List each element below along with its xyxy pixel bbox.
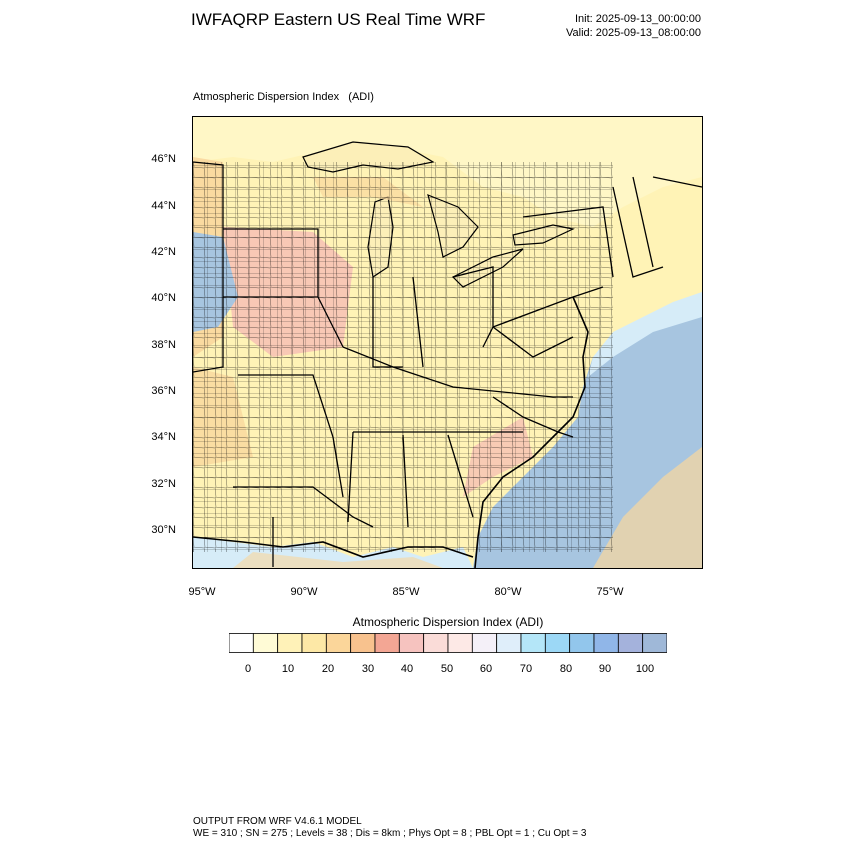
- lat-label: 36°N: [151, 385, 176, 397]
- lat-label: 38°N: [151, 339, 176, 351]
- lat-label: 32°N: [151, 478, 176, 490]
- colorbar-tick-label: 0: [244, 663, 252, 675]
- colorbar-swatch: [350, 633, 376, 653]
- colorbar-swatch: [374, 633, 400, 653]
- east-coastline: [474, 296, 589, 569]
- colorbar-swatch: [471, 633, 498, 653]
- gulf-orange: [233, 552, 443, 568]
- map-panel: [192, 116, 703, 569]
- colorbar-swatch: [398, 633, 425, 653]
- plot-title: Atmospheric Dispersion Index (ADI): [193, 91, 374, 103]
- colorbar-tick-label: 80: [559, 663, 573, 675]
- colorbar-swatch: [325, 633, 352, 653]
- lon-label: 75°W: [596, 586, 624, 598]
- lat-label: 34°N: [151, 431, 176, 443]
- colorbar-tick-label: 60: [479, 663, 493, 675]
- colorbar-swatch: [301, 633, 327, 653]
- county-lines-b: [193, 162, 613, 552]
- lon-label: 90°W: [290, 586, 318, 598]
- colorbar-swatch: [642, 633, 667, 653]
- ocean-orange: [593, 447, 702, 568]
- lon-label: 95°W: [188, 586, 216, 598]
- colorbar-tick-label: 70: [519, 663, 533, 675]
- colorbar-tick-label: 50: [440, 663, 454, 675]
- colorbar-swatch: [447, 633, 473, 653]
- colorbar-swatch: [617, 633, 644, 653]
- colorbar-swatch: [252, 633, 279, 653]
- adi-map: [192, 117, 703, 569]
- colorbar-title: Atmospheric Dispersion Index (ADI): [352, 615, 544, 629]
- page-title: IWFAQRP Eastern US Real Time WRF: [191, 10, 486, 29]
- lat-label: 40°N: [151, 292, 176, 304]
- colorbar-swatch: [520, 633, 546, 653]
- footer-model-line: OUTPUT FROM WRF V4.6.1 MODEL: [193, 816, 362, 827]
- colorbar-tick-label: 20: [321, 663, 335, 675]
- colorbar-tick-label: 30: [361, 663, 375, 675]
- colorbar-swatch: [569, 633, 595, 653]
- lat-label: 46°N: [151, 153, 176, 165]
- lat-label: 44°N: [151, 200, 176, 212]
- colorbar-swatch: [423, 633, 449, 653]
- state-borders: [192, 161, 703, 567]
- colorbar-tick-label: 40: [400, 663, 414, 675]
- colorbar-tick-label: 100: [635, 663, 655, 675]
- valid-time: Valid: 2025-09-13_08:00:00: [566, 27, 701, 39]
- colorbar-swatch: [229, 633, 254, 653]
- ocean-light-band: [588, 292, 702, 377]
- colorbar: [229, 633, 667, 653]
- colorbar-swatch: [544, 633, 571, 653]
- footer-config-line: WE = 310 ; SN = 275 ; Levels = 38 ; Dis …: [193, 828, 587, 839]
- lon-label: 80°W: [494, 586, 522, 598]
- lon-label: 85°W: [392, 586, 420, 598]
- colorbar-swatch: [277, 633, 303, 653]
- colorbar-swatch: [496, 633, 522, 653]
- gulf-coastline: [192, 536, 474, 558]
- colorbar-tick-label: 10: [281, 663, 295, 675]
- lat-label: 30°N: [151, 524, 176, 536]
- colorbar-tick-label: 90: [598, 663, 612, 675]
- colorbar-swatch: [593, 633, 619, 653]
- init-time: Init: 2025-09-13_00:00:00: [575, 13, 701, 25]
- lat-label: 42°N: [151, 246, 176, 258]
